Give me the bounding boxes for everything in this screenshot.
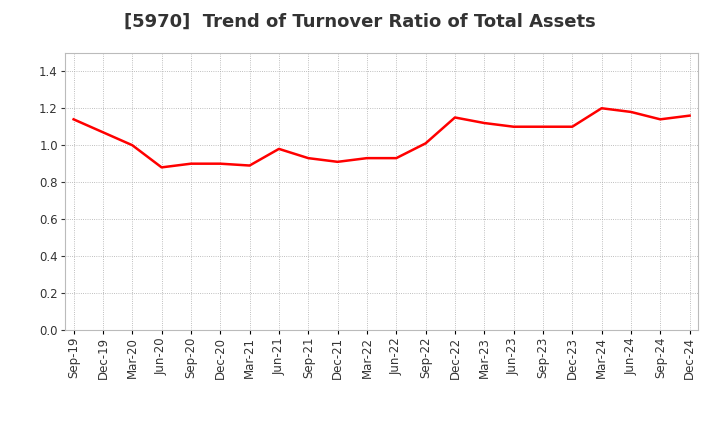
Text: [5970]  Trend of Turnover Ratio of Total Assets: [5970] Trend of Turnover Ratio of Total … <box>124 13 596 31</box>
